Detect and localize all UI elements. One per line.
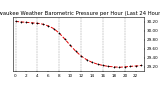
Title: Milwaukee Weather Barometric Pressure per Hour (Last 24 Hours): Milwaukee Weather Barometric Pressure pe… [0, 11, 160, 16]
